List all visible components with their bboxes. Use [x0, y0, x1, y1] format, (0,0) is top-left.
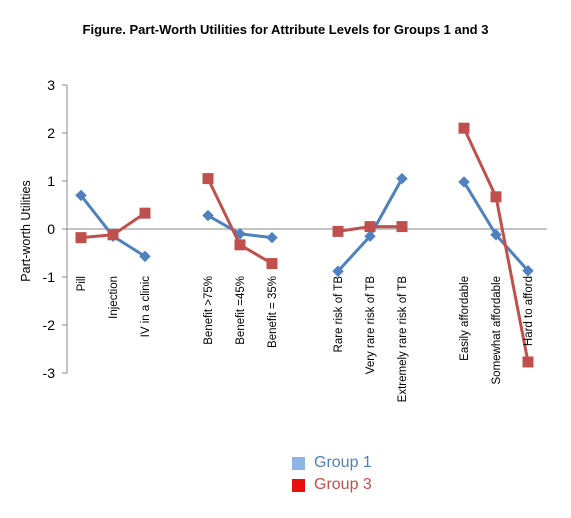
category-label: Benefit >75% [203, 276, 215, 345]
category-label: Extremely rare risk of TB [397, 276, 409, 403]
y-tick-label: 1 [47, 173, 55, 189]
data-point [234, 239, 246, 251]
data-point [364, 221, 376, 233]
series-layer [75, 122, 534, 368]
y-tick-label: -3 [43, 365, 56, 381]
data-point [522, 356, 534, 368]
category-label: Benefit = 35% [267, 276, 279, 348]
y-axis-title: Part-worth Utilities [19, 180, 33, 281]
data-point [396, 172, 408, 185]
data-point [202, 173, 214, 185]
legend: Group 1 Group 3 [292, 452, 372, 496]
category-label: IV in a clinic [140, 276, 152, 338]
data-point [490, 229, 502, 241]
axes: 3 2 1 0 -1 -2 -3 [43, 77, 547, 381]
data-point [332, 265, 344, 277]
y-tick-label: -1 [43, 269, 56, 285]
series-group-1 [75, 172, 534, 277]
category-label: Benefit =45% [235, 276, 247, 345]
category-label: Hard to afford [523, 276, 535, 346]
category-label: Injection [108, 276, 120, 319]
legend-item-group-3: Group 3 [292, 474, 372, 496]
series-group-3 [75, 122, 534, 368]
data-point [107, 229, 119, 241]
chart-title: Figure. Part-Worth Utilities for Attribu… [82, 22, 489, 37]
legend-swatch-group-1 [292, 456, 305, 470]
legend-label-group-1: Group 1 [314, 454, 372, 471]
y-tick-label: -2 [43, 317, 56, 333]
category-label: Rare risk of TB [333, 276, 345, 353]
data-point [266, 231, 278, 244]
series-line [79, 194, 146, 258]
category-label: Somewhat affordable [491, 276, 503, 384]
data-point [202, 209, 214, 222]
data-point [458, 176, 470, 188]
legend-label-group-3: Group 3 [314, 476, 372, 493]
data-point [522, 265, 534, 277]
data-point [266, 258, 278, 270]
data-point [75, 189, 87, 202]
data-point [139, 250, 151, 263]
labels-layer: Part-worth Utilities Pill Injection IV in a… [19, 180, 535, 402]
legend-item-group-1: Group 1 [292, 452, 372, 474]
y-tick-label: 3 [47, 77, 55, 93]
data-point [332, 225, 344, 237]
category-label: Pill [76, 276, 88, 291]
legend-swatch-group-3 [292, 478, 305, 492]
category-label: Easily affordable [459, 276, 471, 361]
data-point [490, 191, 502, 203]
category-label: Very rare risk of TB [365, 276, 377, 375]
data-point [139, 207, 151, 219]
data-point [75, 232, 87, 244]
y-tick-label: 0 [47, 221, 55, 237]
data-point [458, 122, 470, 134]
data-point [396, 221, 408, 233]
data-point [364, 230, 376, 242]
y-tick-label: 2 [47, 125, 55, 141]
